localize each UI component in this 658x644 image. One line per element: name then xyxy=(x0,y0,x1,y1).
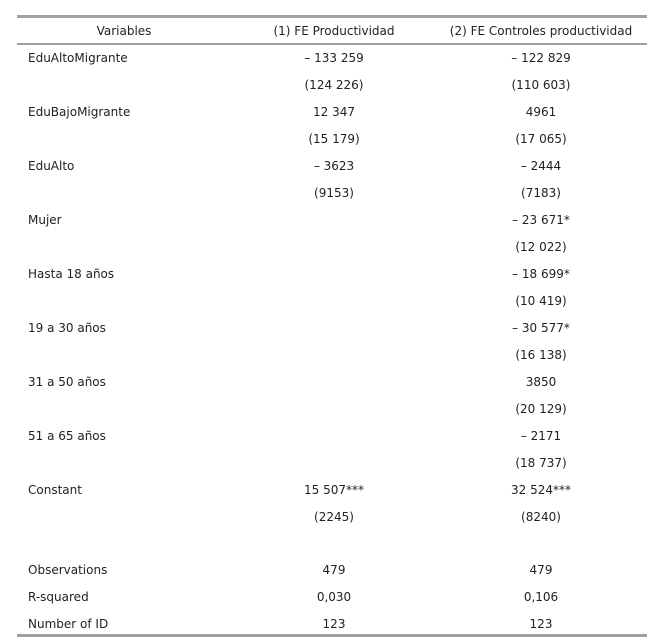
row-label: EduBajoMigrante xyxy=(28,105,131,119)
value-cell: – 2444 xyxy=(520,159,562,173)
value-cell: (8240) xyxy=(521,510,561,524)
stat-cell: 479 xyxy=(529,563,553,577)
value-cell: – 133 259 xyxy=(304,51,364,65)
row-label: 31 a 50 años xyxy=(28,375,106,389)
header-cell: (1) FE Productividad xyxy=(273,24,395,38)
value-cell: (18 737) xyxy=(515,456,567,470)
value-cell: – 18 699* xyxy=(512,267,570,281)
value-cell: (20 129) xyxy=(515,402,567,416)
row-label: Constant xyxy=(28,483,82,497)
value-cell: (10 419) xyxy=(515,294,567,308)
value-cell: 3850 xyxy=(525,375,557,389)
value-cell: (2245) xyxy=(314,510,354,524)
value-cell: (9153) xyxy=(314,186,354,200)
value-cell: – 2171 xyxy=(520,429,562,443)
header-cell: (2) FE Controles productividad xyxy=(449,24,633,38)
value-cell: (110 603) xyxy=(511,78,571,92)
value-cell: (16 138) xyxy=(515,348,567,362)
value-cell: (12 022) xyxy=(515,240,567,254)
value-cell: (17 065) xyxy=(515,132,567,146)
value-cell: – 122 829 xyxy=(511,51,571,65)
value-cell: 12 347 xyxy=(313,105,355,119)
row-label: EduAltoMigrante xyxy=(28,51,128,65)
value-cell: 15 507*** xyxy=(304,483,364,497)
value-cell: 32 524*** xyxy=(511,483,571,497)
value-cell: (7183) xyxy=(521,186,561,200)
value-cell: – 30 577* xyxy=(512,321,570,335)
row-label: 51 a 65 años xyxy=(28,429,106,443)
stat-cell: 123 xyxy=(529,617,553,631)
stat-cell: 0,106 xyxy=(523,590,559,604)
stat-label: Observations xyxy=(28,563,108,577)
header-cell: Variables xyxy=(96,24,152,38)
stat-cell: 479 xyxy=(322,563,346,577)
bottom-rule xyxy=(17,634,647,637)
value-cell: – 3623 xyxy=(313,159,355,173)
value-cell: 4961 xyxy=(525,105,557,119)
stat-cell: 0,030 xyxy=(316,590,352,604)
row-label: 19 a 30 años xyxy=(28,321,106,335)
row-label: Hasta 18 años xyxy=(28,267,115,281)
stat-label: R-squared xyxy=(28,590,89,604)
value-cell: (124 226) xyxy=(304,78,364,92)
value-cell: (15 179) xyxy=(308,132,360,146)
header-rule xyxy=(17,43,647,45)
row-label: EduAlto xyxy=(28,159,75,173)
stat-cell: 123 xyxy=(322,617,346,631)
row-label: Mujer xyxy=(28,213,62,227)
top-rule xyxy=(17,15,647,18)
value-cell: – 23 671* xyxy=(512,213,570,227)
stat-label: Number of ID xyxy=(28,617,109,631)
